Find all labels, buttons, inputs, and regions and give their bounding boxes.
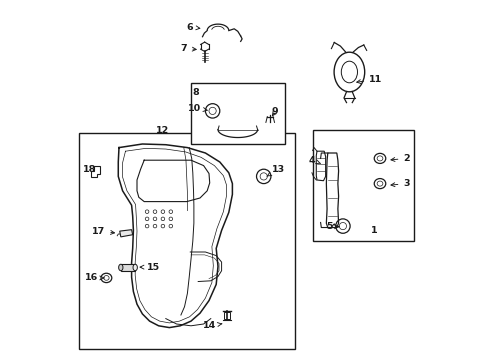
Bar — [191, 83, 285, 144]
Text: 12: 12 — [156, 126, 169, 135]
Text: 6: 6 — [186, 22, 200, 31]
Text: 11: 11 — [357, 75, 383, 84]
Text: 13: 13 — [267, 165, 285, 176]
Text: 9: 9 — [272, 107, 279, 116]
Text: 8: 8 — [192, 88, 199, 97]
Text: 16: 16 — [85, 274, 104, 282]
Text: 5: 5 — [327, 222, 339, 231]
Text: 10: 10 — [188, 104, 207, 112]
Text: 18: 18 — [83, 165, 96, 174]
Bar — [224, 312, 229, 319]
Text: 15: 15 — [140, 263, 160, 271]
Bar — [121, 264, 135, 271]
Bar — [314, 130, 414, 241]
Text: 3: 3 — [391, 179, 410, 188]
Text: 17: 17 — [92, 227, 115, 236]
Text: 1: 1 — [370, 226, 377, 235]
Ellipse shape — [119, 264, 123, 271]
Bar — [79, 133, 295, 349]
Text: 14: 14 — [203, 321, 222, 330]
Text: 2: 2 — [391, 154, 410, 163]
Text: 7: 7 — [181, 44, 196, 53]
Ellipse shape — [133, 264, 137, 271]
Polygon shape — [120, 230, 133, 237]
Text: 4: 4 — [309, 156, 320, 165]
